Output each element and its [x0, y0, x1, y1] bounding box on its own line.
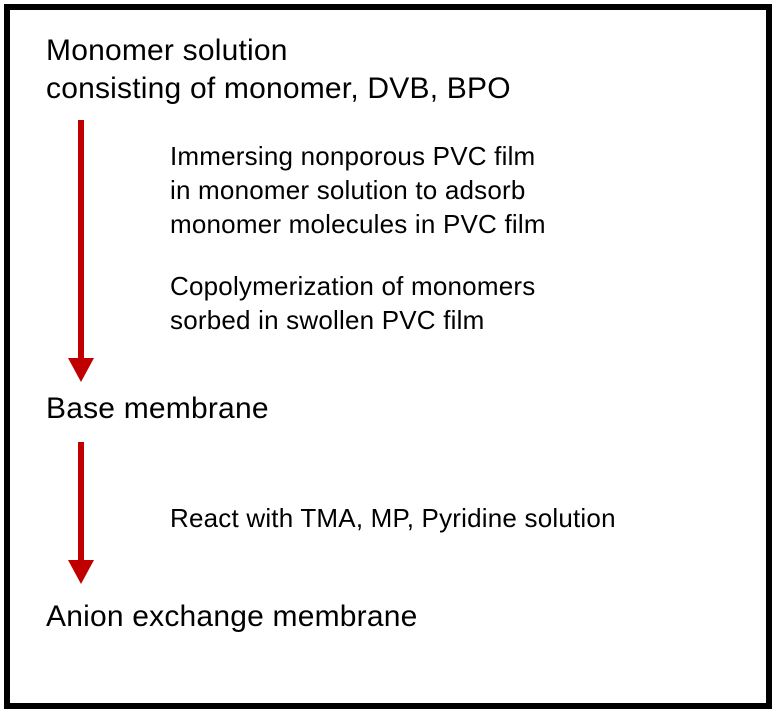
- arrow1-head: [68, 358, 94, 382]
- arrow2-line: [78, 442, 84, 562]
- transition1-desc1: Immersing nonporous PVC film in monomer …: [170, 140, 546, 241]
- step2-text: Base membrane: [46, 392, 269, 425]
- step1-line2: consisting of monomer, DVB, BPO: [46, 70, 511, 108]
- transition1-desc2: Copolymerization of monomers sorbed in s…: [170, 270, 535, 338]
- desc2-line1: Copolymerization of monomers: [170, 270, 535, 304]
- arrow1-line: [78, 120, 84, 360]
- desc1-line1: Immersing nonporous PVC film: [170, 140, 546, 174]
- step1-label: Monomer solution consisting of monomer, …: [46, 32, 511, 107]
- desc1-line3: monomer molecules in PVC film: [170, 208, 546, 242]
- desc2-line2: sorbed in swollen PVC film: [170, 304, 535, 338]
- desc1-line2: in monomer solution to adsorb: [170, 174, 546, 208]
- step3-label: Anion exchange membrane: [46, 598, 418, 636]
- desc3-line1: React with TMA, MP, Pyridine solution: [170, 502, 616, 536]
- step2-label: Base membrane: [46, 390, 269, 428]
- diagram-frame: Monomer solution consisting of monomer, …: [4, 4, 772, 709]
- transition2-desc: React with TMA, MP, Pyridine solution: [170, 502, 616, 536]
- arrow2-head: [68, 560, 94, 584]
- step1-line1: Monomer solution: [46, 32, 511, 70]
- diagram-content: Monomer solution consisting of monomer, …: [10, 10, 766, 703]
- step3-text: Anion exchange membrane: [46, 600, 418, 633]
